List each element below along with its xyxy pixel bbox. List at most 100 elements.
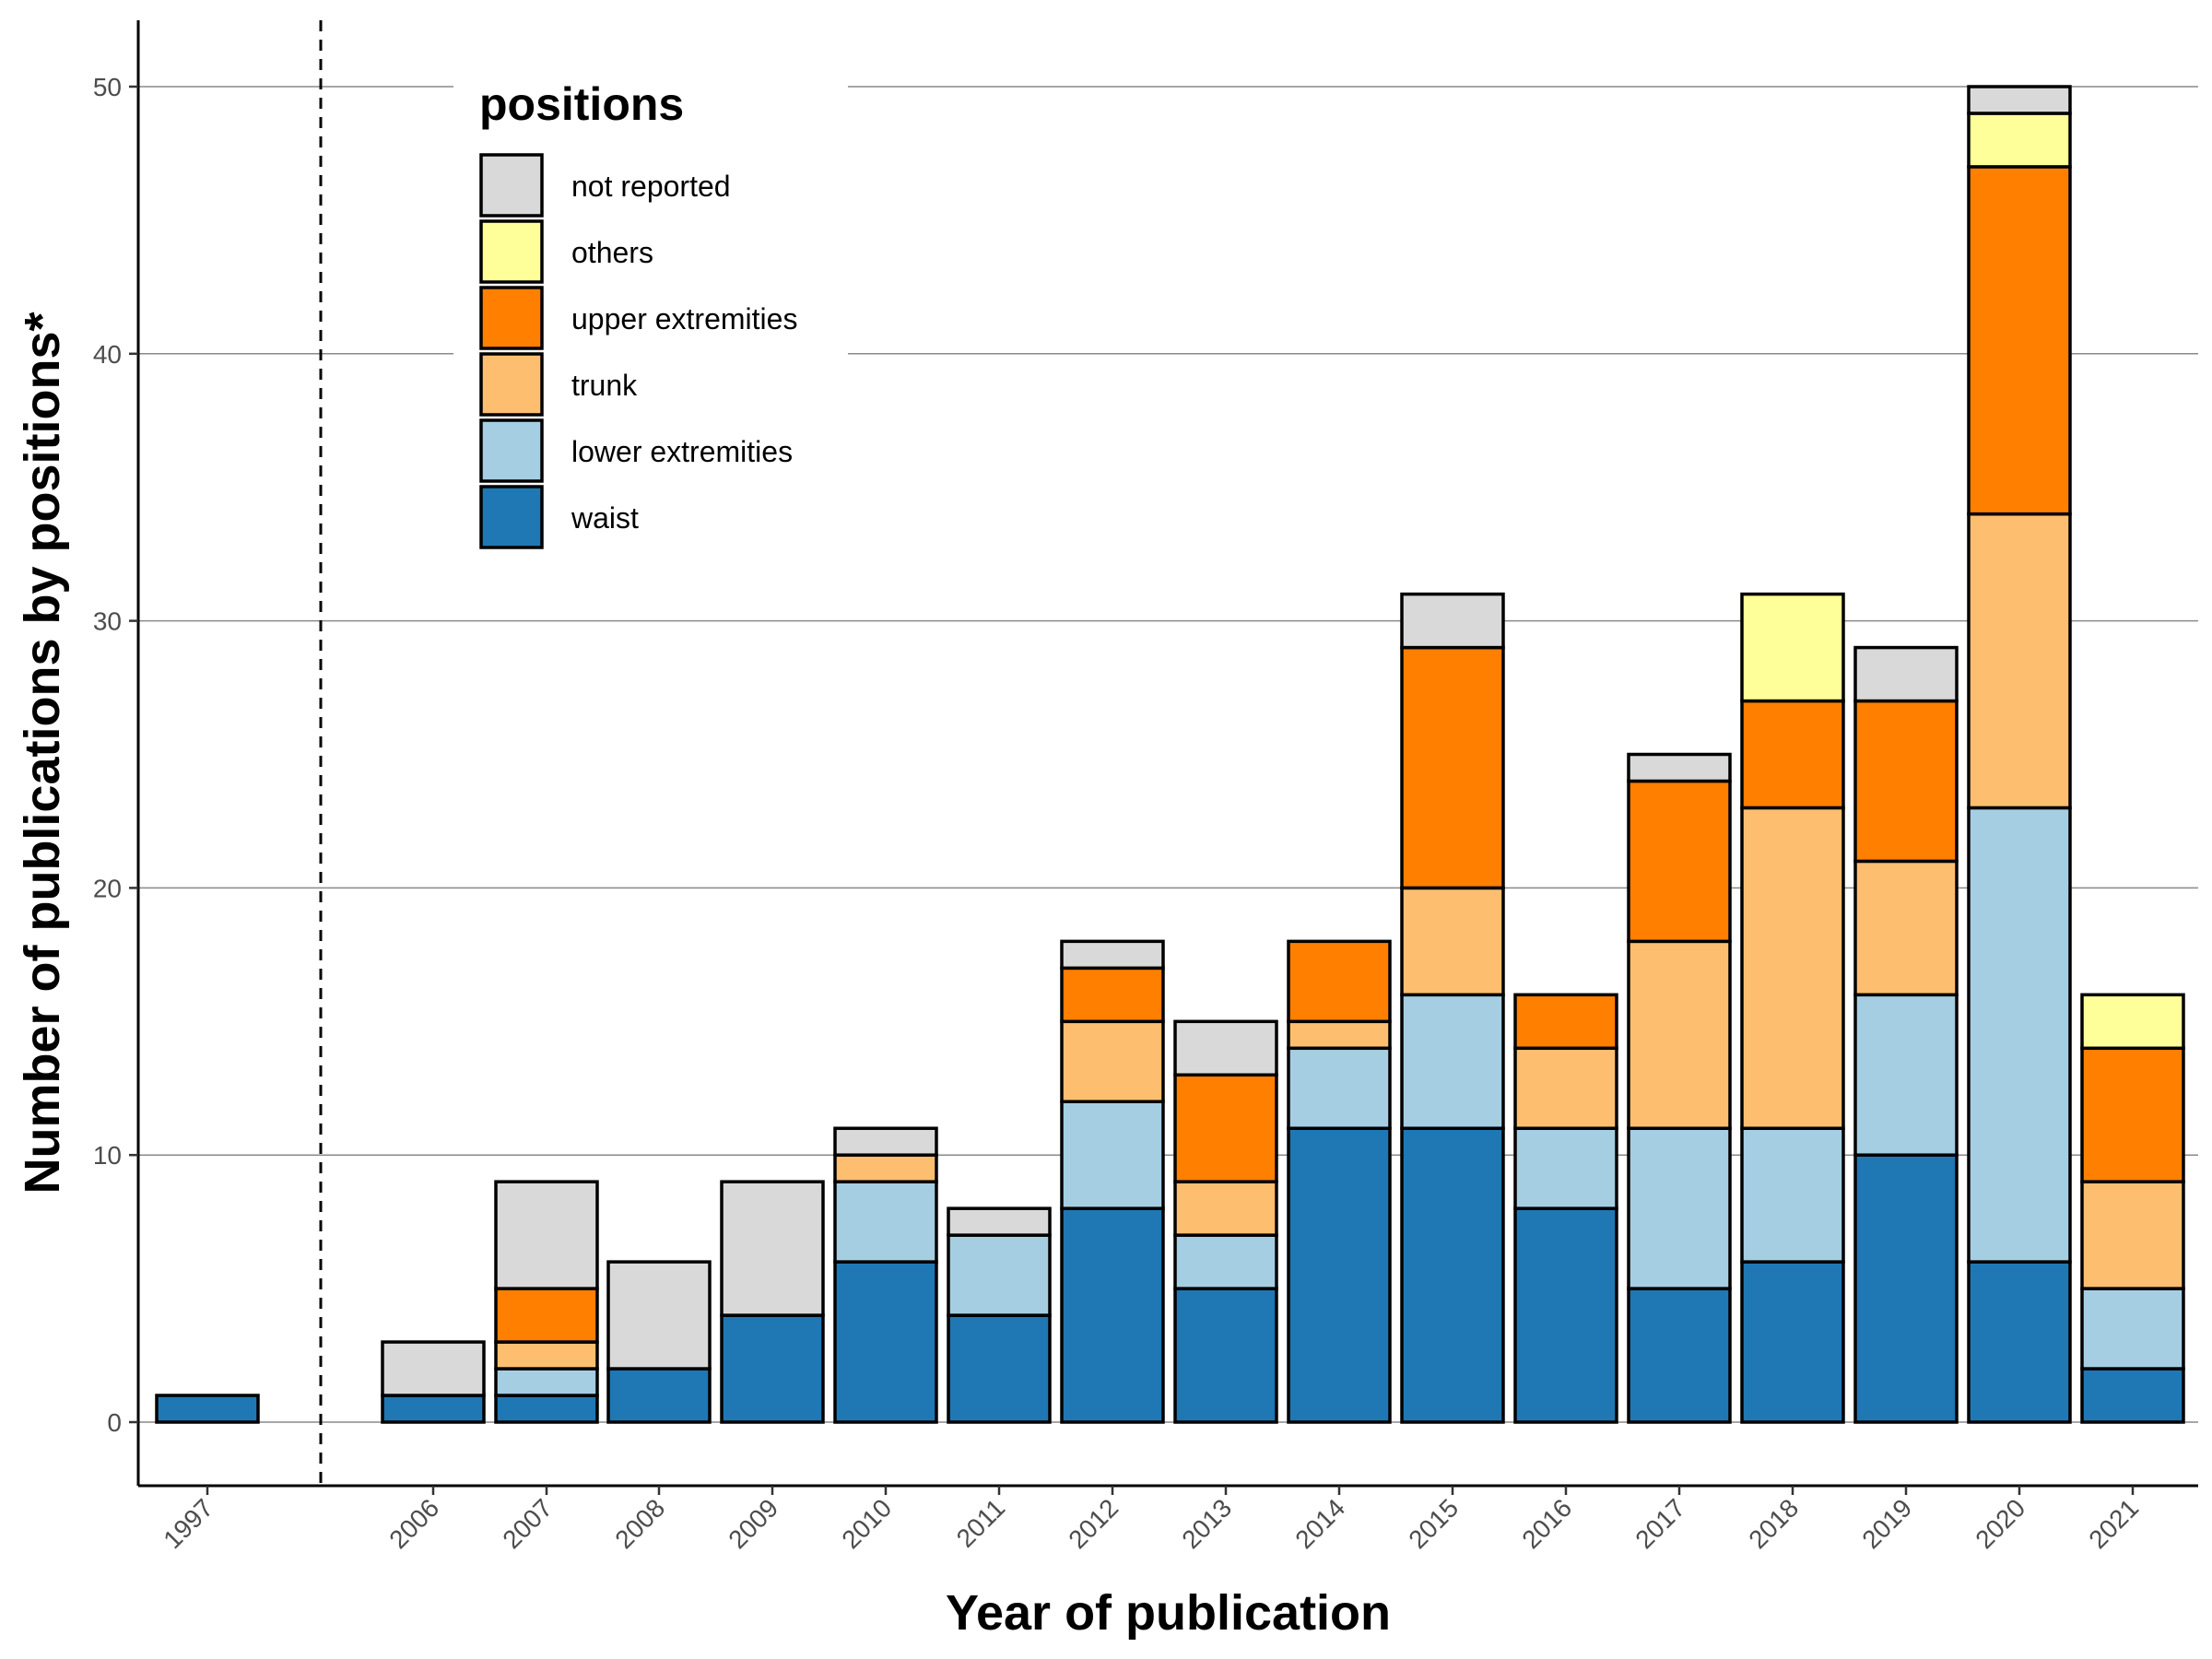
bar-2009-waist xyxy=(720,1313,825,1424)
x-axis-title: Year of publication xyxy=(946,1585,1391,1641)
x-tick-label-2018: 2018 xyxy=(1743,1493,1804,1554)
legend-label-others: others xyxy=(571,236,653,269)
bar-2014-trunk xyxy=(1287,1019,1392,1051)
y-tick-label-50: 50 xyxy=(93,73,122,101)
legend-key-others xyxy=(479,219,544,284)
bar-2012-trunk xyxy=(1060,1019,1165,1103)
bar-2011-lower-extremities xyxy=(947,1233,1052,1317)
legend-key-lower-extremities xyxy=(479,418,544,483)
bar-2007-lower-extremities xyxy=(494,1367,599,1397)
bar-2021-waist xyxy=(2080,1367,2185,1424)
bar-2020-lower-extremities xyxy=(1967,806,2072,1264)
legend-title: positions xyxy=(479,78,684,130)
y-tick-label-40: 40 xyxy=(93,340,122,369)
y-tick-label-30: 30 xyxy=(93,607,122,636)
x-tick-label-2010: 2010 xyxy=(836,1493,897,1554)
legend-label-lower-extremities: lower extremities xyxy=(571,435,793,468)
x-tick-label-2013: 2013 xyxy=(1176,1493,1237,1554)
bar-2008-not-reported xyxy=(606,1260,712,1371)
legend-label-upper-extremities: upper extremities xyxy=(571,302,797,335)
x-tick-label-2012: 2012 xyxy=(1063,1493,1124,1554)
y-axis-ticks: 0 10 20 30 40 50 xyxy=(93,73,138,1437)
bar-2021-lower-extremities xyxy=(2080,1287,2185,1371)
legend-key-waist xyxy=(479,485,544,549)
bar-2012-upper-extremities xyxy=(1060,966,1165,1024)
bar-2018-upper-extremities xyxy=(1740,699,1845,810)
bar-2015-lower-extremities xyxy=(1400,993,1505,1130)
bar-2007-upper-extremities xyxy=(494,1287,599,1344)
bar-2015-not-reported xyxy=(1400,592,1505,650)
bar-2016-trunk xyxy=(1513,1046,1618,1130)
bar-2011-not-reported xyxy=(947,1206,1052,1237)
bar-2012-not-reported xyxy=(1060,939,1165,971)
bar-2015-trunk xyxy=(1400,886,1505,997)
bar-2021-trunk xyxy=(2080,1180,2185,1290)
x-tick-label-2011: 2011 xyxy=(951,1493,1011,1553)
bar-2013-not-reported xyxy=(1173,1019,1278,1077)
bar-2017-lower-extremities xyxy=(1627,1126,1732,1290)
bar-2020-upper-extremities xyxy=(1967,165,2072,516)
bar-2008-waist xyxy=(606,1367,712,1424)
y-tick-label-10: 10 xyxy=(93,1141,122,1170)
bar-2020-others xyxy=(1967,112,2072,169)
x-tick-label-2016: 2016 xyxy=(1516,1493,1577,1554)
bar-2010-lower-extremities xyxy=(833,1180,938,1264)
bar-2016-lower-extremities xyxy=(1513,1126,1618,1210)
bar-2019-lower-extremities xyxy=(1853,993,1959,1157)
bar-2016-waist xyxy=(1513,1206,1618,1424)
bar-2020-trunk xyxy=(1967,512,2072,810)
bar-2006-not-reported xyxy=(381,1340,486,1397)
bar-2013-waist xyxy=(1173,1287,1278,1424)
bar-2007-trunk xyxy=(494,1340,599,1371)
bar-2016-upper-extremities xyxy=(1513,993,1618,1051)
bar-2017-waist xyxy=(1627,1287,1732,1424)
x-tick-label-2015: 2015 xyxy=(1403,1493,1464,1554)
bar-2014-lower-extremities xyxy=(1287,1046,1392,1130)
bar-2020-waist xyxy=(1967,1260,2072,1424)
bar-2007-waist xyxy=(494,1394,599,1424)
x-tick-label-2008: 2008 xyxy=(609,1493,670,1554)
legend-label-not-reported: not reported xyxy=(571,170,731,203)
legend-label-waist: waist xyxy=(571,501,639,535)
bar-2013-upper-extremities xyxy=(1173,1073,1278,1183)
bar-2014-waist xyxy=(1287,1126,1392,1424)
bar-2015-upper-extremities xyxy=(1400,645,1505,890)
bar-2006-waist xyxy=(381,1394,486,1424)
bar-2013-lower-extremities xyxy=(1173,1233,1278,1290)
bar-2017-upper-extremities xyxy=(1627,779,1732,944)
bar-2019-upper-extremities xyxy=(1853,699,1959,864)
y-tick-label-20: 20 xyxy=(93,874,122,902)
legend-key-not-reported xyxy=(479,153,544,218)
bar-2019-not-reported xyxy=(1853,645,1959,703)
bar-2018-lower-extremities xyxy=(1740,1126,1845,1264)
x-tick-label-2007: 2007 xyxy=(497,1493,558,1554)
bar-2014-upper-extremities xyxy=(1287,939,1392,1024)
bar-2010-not-reported xyxy=(833,1126,938,1157)
legend-key-trunk xyxy=(479,352,544,417)
bars xyxy=(155,85,2185,1424)
x-tick-label-2021: 2021 xyxy=(2083,1493,2144,1554)
legend: positions not reported others upper extremi… xyxy=(453,66,848,564)
bar-2012-lower-extremities xyxy=(1060,1100,1165,1210)
axes xyxy=(136,20,2198,1488)
y-tick-label-0: 0 xyxy=(107,1408,122,1437)
x-tick-label-2019: 2019 xyxy=(1856,1493,1917,1554)
y-axis-title: Number of publications by positions* xyxy=(15,312,70,1194)
bar-2018-trunk xyxy=(1740,806,1845,1130)
x-tick-label-2009: 2009 xyxy=(723,1493,783,1554)
legend-key-upper-extremities xyxy=(479,286,544,350)
x-tick-label-2014: 2014 xyxy=(1289,1493,1350,1554)
bar-2018-waist xyxy=(1740,1260,1845,1424)
bar-2021-others xyxy=(2080,993,2185,1051)
bar-2019-trunk xyxy=(1853,859,1959,997)
x-tick-label-2020: 2020 xyxy=(1970,1493,2030,1554)
x-tick-label-1997: 1997 xyxy=(158,1493,218,1554)
bar-2010-waist xyxy=(833,1260,938,1424)
bar-1997-waist xyxy=(155,1394,260,1424)
x-tick-label-2017: 2017 xyxy=(1630,1493,1690,1554)
bar-2007-not-reported xyxy=(494,1180,599,1290)
x-axis-ticks: 1997 2006 2007 2008 2009 2010 2011 2012 2013 2014… xyxy=(158,1486,2144,1554)
bar-2019-waist xyxy=(1853,1153,1959,1424)
bar-2013-trunk xyxy=(1173,1180,1278,1237)
